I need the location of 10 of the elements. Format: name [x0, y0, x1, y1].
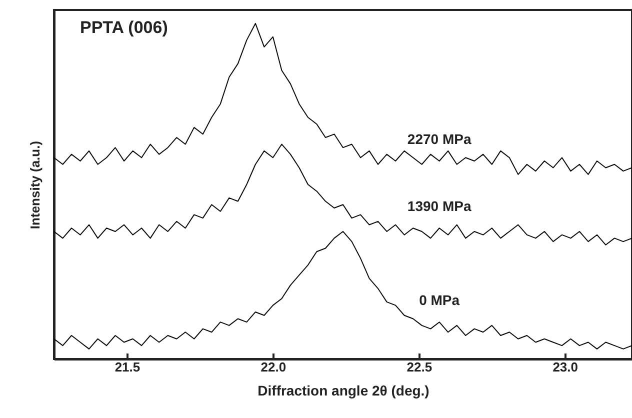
x-tick-label: 22.0 — [260, 360, 286, 374]
y-axis-title: Intensity (a.u.) — [28, 140, 42, 230]
x-axis-title: Diffraction angle 2θ (deg.) — [258, 382, 430, 398]
x-tick-label: 23.0 — [552, 360, 578, 374]
x-tick-label: 22.5 — [406, 360, 432, 374]
series-label: 2270 MPa — [407, 131, 472, 148]
x-tick-label: 21.5 — [114, 360, 140, 374]
series-label: 1390 MPa — [407, 198, 472, 214]
series-label: 0 MPa — [419, 292, 460, 308]
annotation: PPTA (006) — [80, 18, 168, 37]
